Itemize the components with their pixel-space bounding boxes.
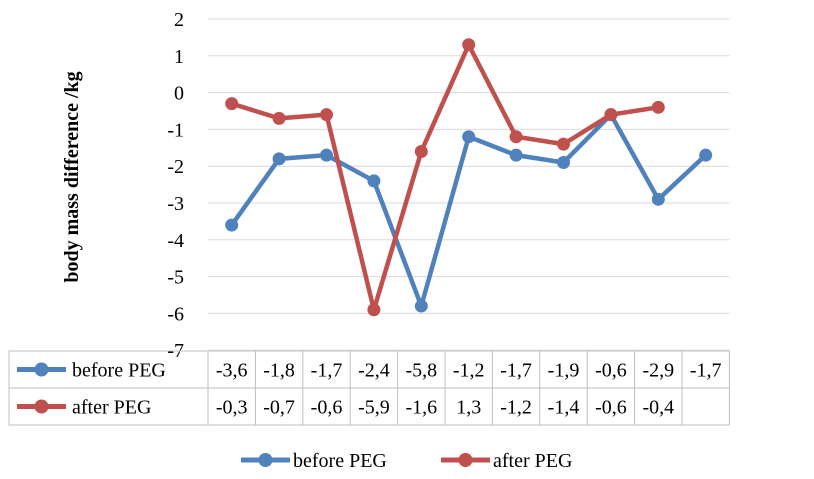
legend-key-marker (258, 453, 273, 467)
table-cell: -1,7 (690, 360, 722, 382)
table-cell: -1,2 (500, 397, 532, 419)
data-point (462, 130, 476, 144)
data-point (509, 148, 523, 162)
data-point (557, 137, 570, 151)
y-tick-label: -2 (167, 156, 184, 178)
data-point (462, 38, 476, 52)
table-legend-key-marker (34, 399, 49, 414)
table-cell: -1,4 (548, 397, 580, 419)
table-cell: -0,7 (263, 397, 295, 419)
table-cell: -1,8 (263, 360, 295, 382)
table-cell: -3,6 (216, 360, 248, 382)
y-tick-label: -3 (167, 193, 184, 215)
table-cell: -0,6 (595, 397, 627, 419)
table-cell: -5,9 (358, 397, 390, 419)
y-tick-label: -6 (167, 303, 184, 325)
table-cell: -1,7 (500, 360, 532, 382)
y-axis-tick-labels: 210-1-2-3-4-5-6-7 (167, 9, 184, 362)
y-tick-label: -5 (167, 267, 184, 289)
table-cell: -5,8 (405, 360, 437, 382)
data-point (367, 174, 381, 188)
y-axis-label: body mass difference /kg (61, 71, 83, 282)
legend-label: before PEG (293, 450, 387, 472)
data-point (225, 97, 239, 111)
data-point (414, 299, 428, 313)
y-tick-label: -4 (167, 230, 184, 252)
data-table: before PEG -3,6 -1,8 -1,7 -2,4 -5,8 -1,2 -1,7 -1… (8, 350, 730, 426)
series-line-after-peg (229, 42, 661, 312)
data-point (320, 148, 333, 162)
data-point (651, 100, 665, 114)
data-point (557, 156, 570, 170)
data-point (651, 192, 665, 206)
table-legend-key-marker (34, 362, 49, 377)
data-point (604, 108, 618, 122)
table-cell: -2,4 (358, 360, 390, 382)
series-line-before-peg (229, 112, 708, 309)
data-point (509, 130, 523, 144)
table-series-name: before PEG (72, 360, 166, 382)
data-point (272, 111, 286, 125)
legend-label: after PEG (493, 450, 572, 472)
table-cell: -1,6 (405, 397, 437, 419)
data-point (367, 303, 381, 317)
legend-key-marker (458, 453, 473, 467)
table-series-name: after PEG (72, 397, 151, 419)
data-point (699, 148, 713, 162)
table-cell: -1,9 (548, 360, 580, 382)
y-tick-label: 1 (174, 46, 184, 68)
table-cell: 1,3 (456, 397, 481, 419)
y-tick-label: 2 (174, 9, 184, 31)
data-point (272, 152, 286, 166)
data-point (225, 218, 239, 232)
table-cell: -0,3 (216, 397, 248, 419)
series-lines (225, 38, 713, 317)
gridlines (208, 18, 730, 351)
table-cell: -0,4 (642, 397, 674, 419)
table-cell: -1,7 (311, 360, 343, 382)
table-cell: -0,6 (311, 397, 343, 419)
data-point (320, 108, 333, 122)
table-cell: -0,6 (595, 360, 627, 382)
y-tick-label: 0 (174, 83, 184, 105)
table-cell: -1,2 (453, 360, 485, 382)
legend: before PEG after PEG (241, 450, 572, 472)
table-cell: -2,9 (642, 360, 674, 382)
y-tick-label: -1 (167, 119, 184, 141)
data-point (414, 144, 428, 158)
